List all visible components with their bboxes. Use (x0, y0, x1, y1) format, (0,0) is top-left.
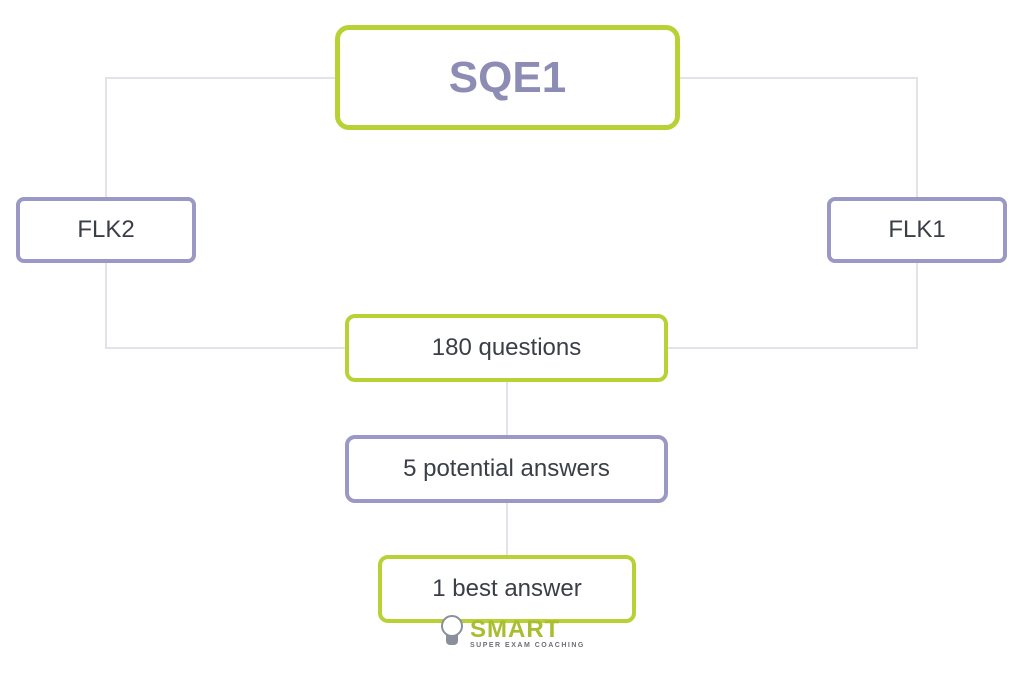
node-questions-label: 180 questions (432, 334, 581, 362)
logo-main-text: SMART (470, 618, 585, 642)
lightbulb-icon (438, 615, 466, 651)
node-answers: 5 potential answers (345, 435, 668, 503)
node-best: 1 best answer (378, 555, 636, 623)
node-flk1: FLK1 (827, 197, 1007, 263)
diagram-canvas: SQE1 FLK2 FLK1 180 questions 5 potential… (0, 0, 1024, 681)
node-best-label: 1 best answer (432, 575, 581, 603)
node-sqe1-label: SQE1 (449, 53, 566, 103)
node-questions: 180 questions (345, 314, 668, 382)
logo-sub-text: SUPER EXAM COACHING (470, 642, 585, 649)
node-sqe1: SQE1 (335, 25, 680, 130)
node-flk2-label: FLK2 (77, 216, 134, 244)
smart-logo: SMART SUPER EXAM COACHING (438, 615, 585, 651)
node-flk1-label: FLK1 (888, 216, 945, 244)
node-answers-label: 5 potential answers (403, 455, 610, 483)
node-flk2: FLK2 (16, 197, 196, 263)
logo-text: SMART SUPER EXAM COACHING (470, 618, 585, 649)
